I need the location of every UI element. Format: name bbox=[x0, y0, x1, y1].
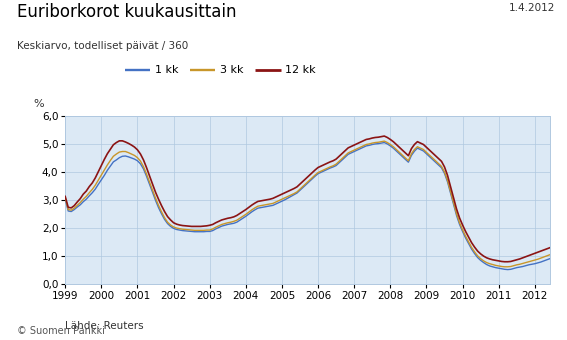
Text: 1.4.2012: 1.4.2012 bbox=[509, 3, 556, 13]
Text: 12 kk: 12 kk bbox=[285, 65, 316, 75]
Text: Lähde: Reuters: Lähde: Reuters bbox=[65, 321, 144, 331]
Text: © Suomen Pankki: © Suomen Pankki bbox=[17, 326, 105, 336]
Text: Euriborkorot kuukausittain: Euriborkorot kuukausittain bbox=[17, 3, 236, 21]
Text: %: % bbox=[33, 99, 44, 109]
Text: Keskiarvo, todelliset päivät / 360: Keskiarvo, todelliset päivät / 360 bbox=[17, 41, 188, 51]
Text: 3 kk: 3 kk bbox=[220, 65, 243, 75]
Text: 1 kk: 1 kk bbox=[155, 65, 178, 75]
